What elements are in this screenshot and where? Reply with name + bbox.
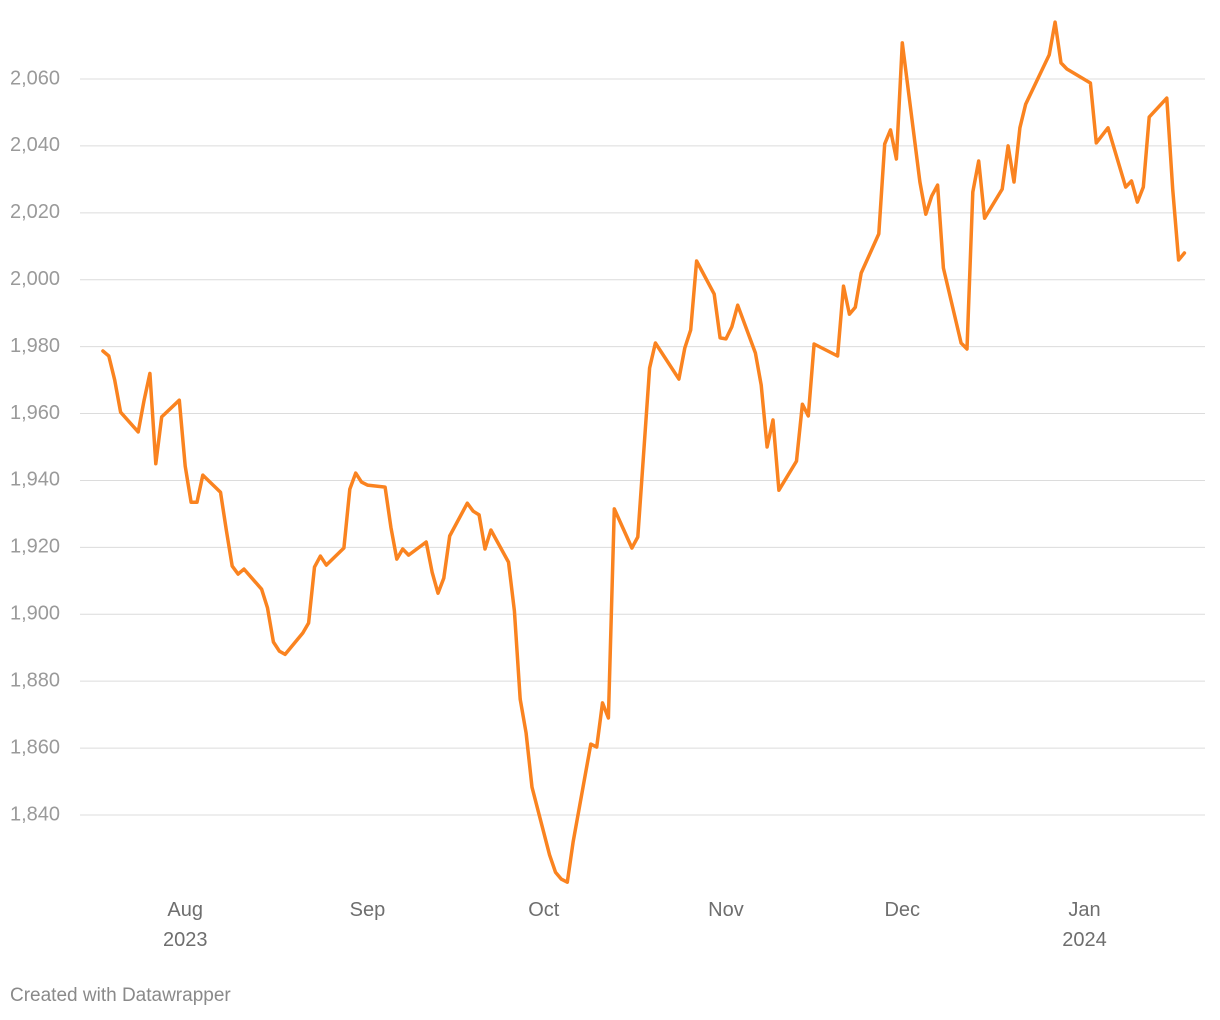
- y-tick-label: 1,940: [10, 469, 60, 491]
- y-tick-label: 2,020: [10, 201, 60, 223]
- line: [101, 20, 1187, 884]
- y-tick-label: 1,960: [10, 402, 60, 424]
- x-tick-label: Jan 2024: [1062, 899, 1107, 951]
- y-tick-label: 2,000: [10, 268, 60, 290]
- y-tick-label: 1,980: [10, 335, 60, 357]
- x-tick-label: Sep: [349, 899, 386, 921]
- x-tick-label: Dec: [884, 899, 921, 921]
- x-tick-label: Aug 2023: [162, 899, 208, 951]
- y-tick-label: 2,060: [10, 67, 60, 89]
- y-tick-label: 1,920: [10, 536, 60, 558]
- x-tick-label: Nov: [708, 899, 744, 921]
- y-tick-label: 1,900: [10, 603, 60, 625]
- y-tick-label: 1,840: [10, 803, 60, 825]
- credit: Created with Datawrapper: [10, 985, 231, 1006]
- y-tick-label: 2,040: [10, 134, 60, 156]
- x-tick-label: Oct: [528, 899, 560, 921]
- y-tick-label: 1,860: [10, 736, 60, 758]
- y-tick-label: 1,880: [10, 669, 60, 691]
